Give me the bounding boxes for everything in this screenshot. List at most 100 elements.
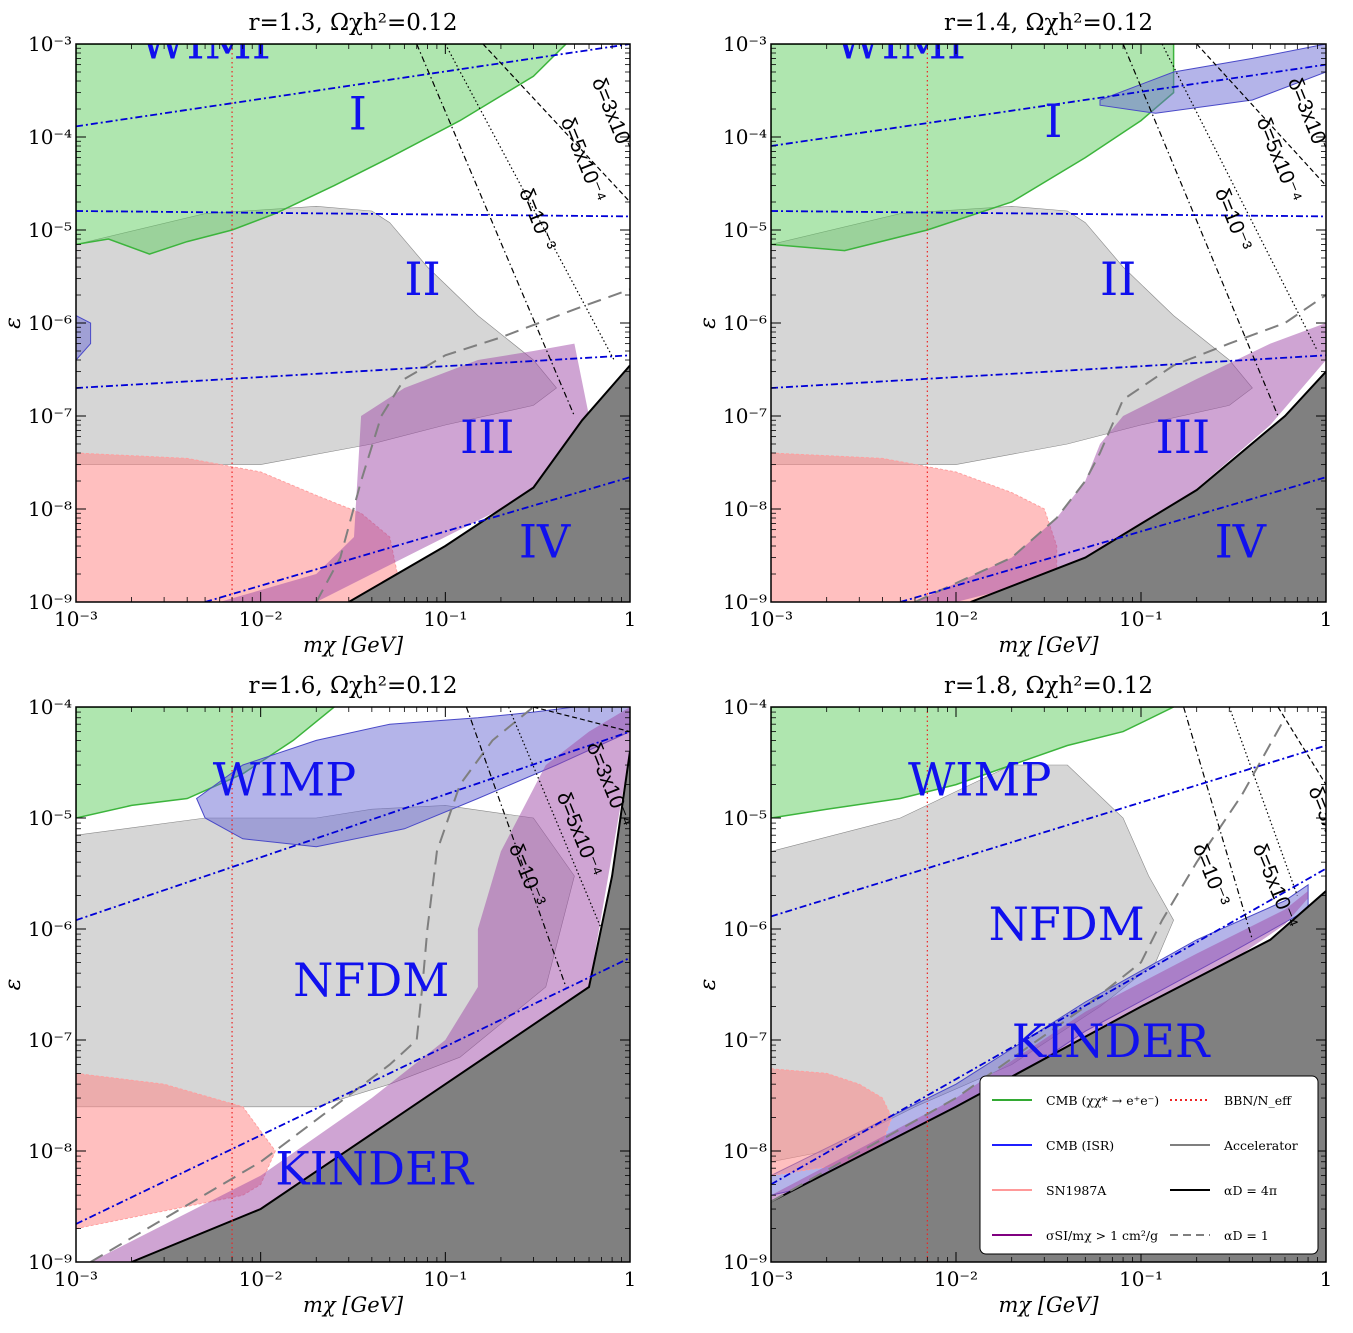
line-alpha-1 xyxy=(914,294,1326,602)
x-axis-label: mχ [GeV] xyxy=(303,1293,404,1317)
y-tick-label: 10⁻⁶ xyxy=(28,917,72,941)
region-sidm xyxy=(915,323,1326,602)
region-label: NFDM xyxy=(293,953,449,1007)
line-isr-1 xyxy=(76,44,630,128)
region-label: III xyxy=(1156,410,1211,464)
region-label: III xyxy=(460,410,515,464)
x-tick-label: 1 xyxy=(624,1267,637,1291)
region-kinder xyxy=(970,371,1326,602)
legend-label: αD = 4π xyxy=(1224,1183,1277,1198)
line-isr-1 xyxy=(771,744,1326,918)
line-delta-3 xyxy=(533,707,630,733)
region-cmb xyxy=(771,44,1175,252)
x-tick-label: 10⁻³ xyxy=(54,1267,98,1291)
line-alpha-1 xyxy=(90,707,535,1262)
line-isr-1 xyxy=(771,63,1326,147)
legend-box xyxy=(979,1075,1319,1255)
y-tick-label: 10⁻⁹ xyxy=(28,1250,72,1274)
y-tick-label: 10⁻⁶ xyxy=(723,917,767,941)
region-cmb xyxy=(76,44,568,255)
line-isr-2 xyxy=(76,210,630,218)
x-axis-label: mχ [GeV] xyxy=(998,1293,1099,1317)
region-kinder xyxy=(131,751,630,1262)
region-cmb xyxy=(771,707,1174,819)
line-delta-3 xyxy=(1277,707,1326,785)
y-tick-label: 10⁻⁷ xyxy=(723,1028,767,1052)
y-tick-label: 10⁻⁷ xyxy=(28,404,72,428)
y-tick-label: 10⁻⁴ xyxy=(723,695,767,719)
line-isr-4 xyxy=(204,476,630,602)
x-tick-label: 10⁻² xyxy=(239,1267,283,1291)
y-tick-label: 10⁻⁵ xyxy=(28,218,72,242)
x-tick-label: 10⁻² xyxy=(934,607,978,631)
region-label: WIMP xyxy=(139,15,283,69)
legend-label: σSI/mχ > 1 cm²/g xyxy=(1046,1228,1158,1243)
x-tick-label: 10⁻¹ xyxy=(1119,607,1163,631)
line-delta-1 xyxy=(465,707,567,988)
line-alpha-4pi xyxy=(970,370,1326,602)
region-cmb-isr xyxy=(1099,44,1326,114)
x-axis-label: mχ [GeV] xyxy=(303,633,404,657)
line-isr-2 xyxy=(76,956,630,1225)
panel-title: r=1.4, Ωχh²=0.12 xyxy=(944,10,1153,36)
line-alpha-4pi xyxy=(771,890,1326,1203)
x-tick-label: 10⁻³ xyxy=(749,1267,793,1291)
panel-title: r=1.8, Ωχh²=0.12 xyxy=(944,673,1153,699)
region-sidm xyxy=(771,891,1309,1202)
y-tick-label: 10⁻⁹ xyxy=(28,590,72,614)
plot-frame xyxy=(75,706,631,1263)
y-tick-label: 10⁻⁵ xyxy=(723,806,767,830)
y-tick-label: 10⁻⁷ xyxy=(28,1028,72,1052)
region-label: WIMP xyxy=(908,752,1052,806)
y-tick-label: 10⁻³ xyxy=(28,32,72,56)
y-axis-label: ε xyxy=(1,317,26,329)
y-tick-label: 10⁻⁴ xyxy=(28,125,72,149)
region-label: I xyxy=(1044,94,1062,148)
y-tick-label: 10⁻⁵ xyxy=(28,806,72,830)
region-label: II xyxy=(404,252,440,306)
line-delta-2 xyxy=(1228,707,1298,896)
region-sn1987a xyxy=(76,1072,276,1230)
legend-label: Accelerator xyxy=(1223,1138,1298,1153)
legend-label: CMB (ISR) xyxy=(1046,1138,1114,1153)
y-tick-label: 10⁻⁷ xyxy=(723,404,767,428)
x-tick-label: 10⁻¹ xyxy=(1119,1267,1163,1291)
region-kinder xyxy=(348,365,630,602)
legend-label: CMB (χχ* → e⁺e⁻) xyxy=(1046,1093,1159,1108)
y-tick-label: 10⁻⁸ xyxy=(28,1139,72,1163)
region-label: WIMP xyxy=(834,15,978,69)
plot-frame xyxy=(770,706,1327,1263)
y-tick-label: 10⁻⁶ xyxy=(723,311,767,335)
legend-label: SN1987A xyxy=(1046,1183,1107,1198)
y-axis-label: ε xyxy=(696,979,721,991)
line-isr-2 xyxy=(771,867,1326,1186)
region-label: NFDM xyxy=(989,897,1145,951)
line-delta-2 xyxy=(1161,44,1319,352)
x-tick-label: 1 xyxy=(624,607,637,631)
region-label: II xyxy=(1100,252,1136,306)
region-label: KINDER xyxy=(275,1141,474,1195)
x-tick-label: 10⁻¹ xyxy=(423,607,467,631)
region-sidm xyxy=(219,343,589,602)
y-tick-label: 10⁻⁸ xyxy=(28,497,72,521)
panel-title: r=1.6, Ωχh²=0.12 xyxy=(249,673,458,699)
line-delta-2 xyxy=(508,707,602,930)
x-tick-label: 10⁻¹ xyxy=(423,1267,467,1291)
panel-3: δ=10⁻³ δ=5x10⁻⁴δ=3x10⁻⁴WIMPNFDMKINDER10⁻³… xyxy=(1,673,637,1317)
region-label: WIMP xyxy=(213,752,357,806)
legend: CMB (χχ* → e⁺e⁻) BBN/N_eff CMB (ISR) Accele… xyxy=(979,1075,1319,1255)
y-axis-label: ε xyxy=(1,979,26,991)
y-tick-label: 10⁻⁹ xyxy=(723,590,767,614)
line-delta-3 xyxy=(482,44,630,203)
region-label: IV xyxy=(519,515,571,569)
y-tick-label: 10⁻⁴ xyxy=(28,695,72,719)
x-tick-label: 10⁻³ xyxy=(54,607,98,631)
y-tick-label: 10⁻⁸ xyxy=(723,497,767,521)
region-cmb-isr xyxy=(195,707,630,848)
line-alpha-1 xyxy=(771,717,1286,1203)
